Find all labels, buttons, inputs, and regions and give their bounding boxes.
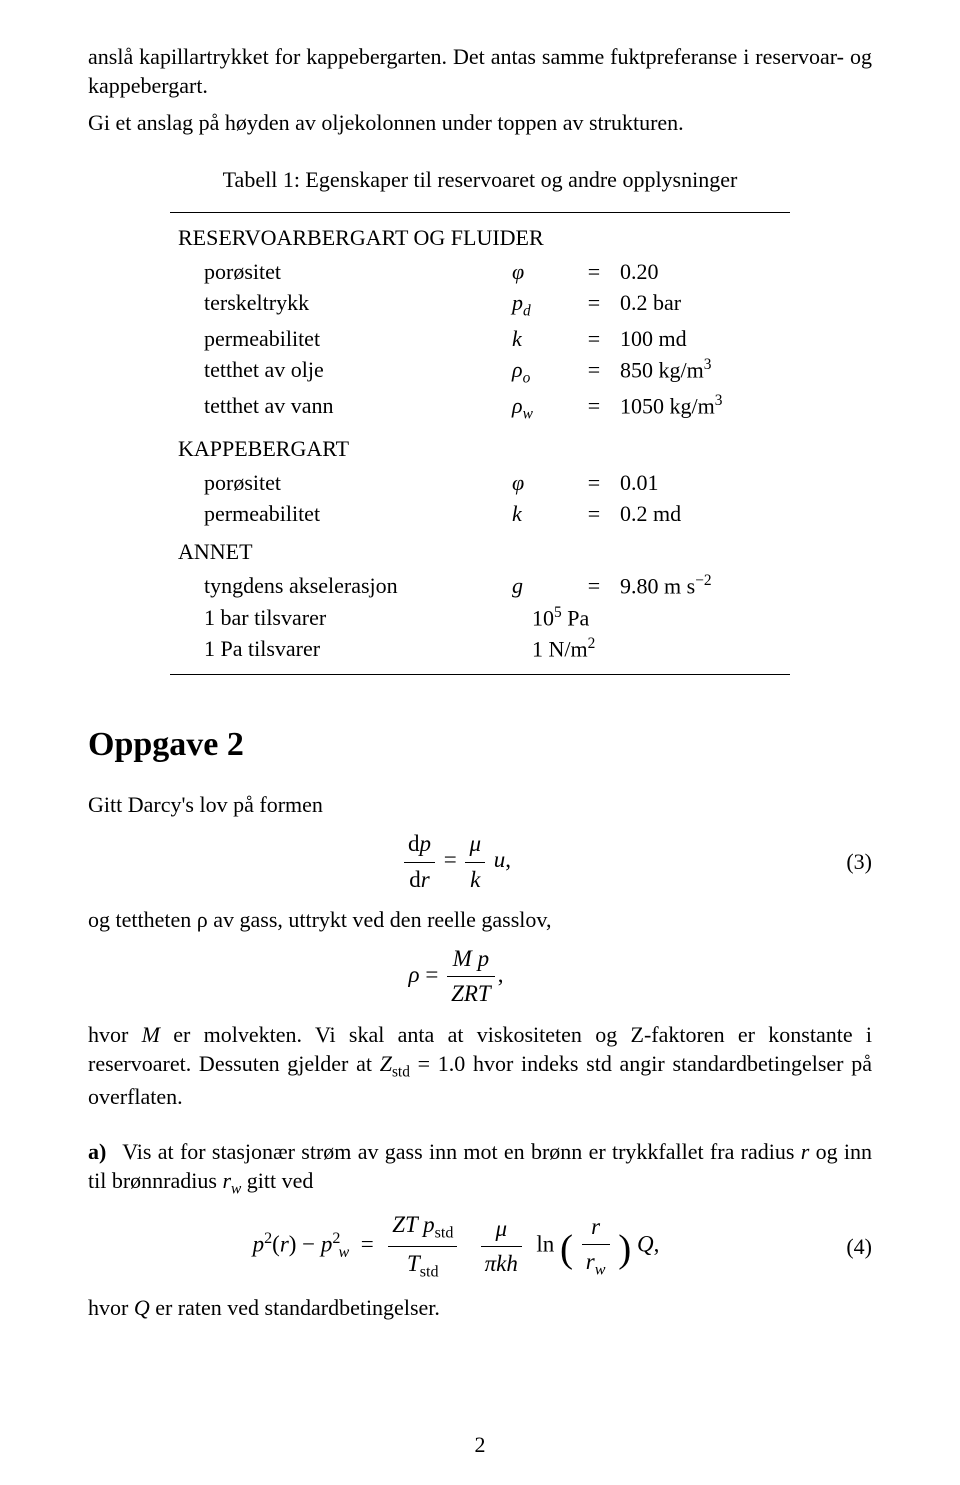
prop-value: 0.20 (616, 256, 790, 287)
eq-density-fraction: M p ZRT (447, 944, 495, 1010)
prop-value: 105 Pa (528, 602, 702, 633)
prop-value: 100 md (616, 323, 790, 354)
eq3-rhs-fraction: μ k (465, 829, 485, 895)
table-row: tetthet av olje ρo = 850 kg/m3 (170, 354, 790, 390)
equals-sign: = (572, 390, 616, 426)
oppgave2-line1: Gitt Darcy's lov på formen (88, 790, 872, 819)
prop-label: tetthet av vann (170, 390, 508, 426)
prop-value: 1050 kg/m3 (616, 390, 790, 426)
prop-value: 0.2 md (616, 498, 790, 529)
equation-4: p2(r) − p2w = ZT pstd Tstd μ πkh ln ( r … (88, 1210, 872, 1283)
equals-sign: = (572, 256, 616, 287)
prop-symbol: ρo (508, 354, 572, 390)
oppgave2-part-a: a) Vis at for stasjonær strøm av gass in… (88, 1137, 872, 1200)
eq3-lhs-fraction: dp dr (404, 829, 435, 895)
prop-symbol: pd (508, 287, 572, 323)
prop-value: 0.01 (616, 467, 790, 498)
table-bottom-rule (170, 674, 790, 675)
table-section-heading-2: KAPPEBERGART (170, 430, 790, 467)
prop-value: 0.2 bar (616, 287, 790, 323)
prop-label: permeabilitet (170, 498, 508, 529)
oppgave2-line4: hvor Q er raten ved standardbetingelser. (88, 1293, 872, 1322)
equals-sign: = (572, 467, 616, 498)
table-row: tyngdens akselerasjon g = 9.80 m s−2 (170, 570, 790, 601)
prop-value: 850 kg/m3 (616, 354, 790, 390)
part-a-label: a) (88, 1139, 106, 1164)
equation-3: dp dr = μ k u, (3) (88, 829, 872, 895)
table-section-heading-1: RESERVOARBERGART OG FLUIDER (170, 219, 790, 256)
table-section-3: tyngdens akselerasjon g = 9.80 m s−2 1 b… (170, 570, 790, 664)
table-row: 1 bar tilsvarer 105 Pa (170, 602, 790, 633)
prop-symbol: φ (508, 256, 572, 287)
page-number: 2 (0, 1430, 960, 1459)
table-row: permeabilitet k = 0.2 md (170, 498, 790, 529)
eq4-frac-1: ZT pstd Tstd (388, 1210, 457, 1283)
properties-table: RESERVOARBERGART OG FLUIDER porøsitet φ … (170, 212, 790, 675)
equals-sign: = (572, 323, 616, 354)
prop-label: 1 bar tilsvarer (170, 602, 508, 633)
intro-paragraph-2: Gi et anslag på høyden av oljekolonnen u… (88, 108, 872, 137)
equals-sign: = (572, 287, 616, 323)
prop-label: terskeltrykk (170, 287, 508, 323)
oppgave2-line3: hvor M er molvekten. Vi skal anta at vis… (88, 1020, 872, 1112)
prop-symbol: k (508, 323, 572, 354)
prop-symbol: ρw (508, 390, 572, 426)
prop-symbol: φ (508, 467, 572, 498)
prop-label: 1 Pa tilsvarer (170, 633, 508, 664)
table-row: permeabilitet k = 100 md (170, 323, 790, 354)
oppgave-2-heading: Oppgave 2 (88, 723, 872, 768)
equation-number-3: (3) (824, 847, 872, 876)
intro-paragraph-1: anslå kapillartrykket for kappebergarten… (88, 42, 872, 100)
table-row: porøsitet φ = 0.20 (170, 256, 790, 287)
prop-value: 1 N/m2 (528, 633, 702, 664)
prop-symbol: k (508, 498, 572, 529)
equals-sign: = (572, 570, 616, 601)
table-section-1: porøsitet φ = 0.20 terskeltrykk pd = 0.2… (170, 256, 790, 426)
table-row: tetthet av vann ρw = 1050 kg/m3 (170, 390, 790, 426)
prop-label: porøsitet (170, 467, 508, 498)
prop-value: 9.80 m s−2 (616, 570, 790, 601)
equals-sign: = (572, 354, 616, 390)
prop-label: tetthet av olje (170, 354, 508, 390)
prop-label: tyngdens akselerasjon (170, 570, 508, 601)
equation-number-4: (4) (824, 1232, 872, 1261)
eq4-frac-2: μ πkh (481, 1214, 522, 1280)
oppgave2-line2: og tettheten ρ av gass, uttrykt ved den … (88, 905, 872, 934)
eq4-frac-3: r rw (582, 1212, 610, 1281)
table-section-2: porøsitet φ = 0.01 permeabilitet k = 0.2… (170, 467, 790, 529)
equation-density: ρ = M p ZRT , (88, 944, 872, 1010)
prop-label: porøsitet (170, 256, 508, 287)
equals-sign: = (572, 498, 616, 529)
table-row: 1 Pa tilsvarer 1 N/m2 (170, 633, 790, 664)
table-row: terskeltrykk pd = 0.2 bar (170, 287, 790, 323)
table-section-heading-3: ANNET (170, 533, 790, 570)
table-row: porøsitet φ = 0.01 (170, 467, 790, 498)
prop-label: permeabilitet (170, 323, 508, 354)
table-caption: Tabell 1: Egenskaper til reservoaret og … (88, 165, 872, 194)
prop-symbol: g (508, 570, 572, 601)
